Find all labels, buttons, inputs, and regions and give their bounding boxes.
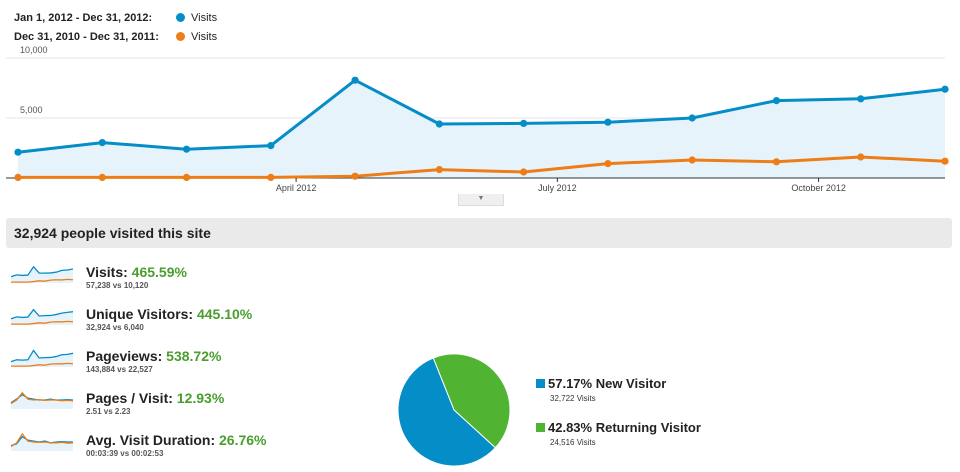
legend-previous-range: Dec 31, 2010 - Dec 31, 2011: xyxy=(14,31,159,43)
metric-name: Pageviews: xyxy=(86,348,167,364)
series-previous-point[interactable] xyxy=(688,156,696,164)
metric-title: Pageviews: 538.72% xyxy=(86,348,221,364)
legend-previous-dot xyxy=(176,32,185,41)
pie-legend-new-percent: 57.17% xyxy=(548,376,593,391)
x-tick-label: October 2012 xyxy=(791,183,846,193)
legend-current-label: Visits xyxy=(191,12,218,24)
sparkline-previous xyxy=(11,320,74,325)
metric-name: Pages / Visit: xyxy=(86,390,177,406)
series-current-point[interactable] xyxy=(857,95,865,103)
series-current-area xyxy=(18,80,945,178)
series-current-point[interactable] xyxy=(435,120,443,128)
series-previous-point[interactable] xyxy=(435,166,443,174)
legend-current: Jan 1, 2012 - Dec 31, 2012: Visits xyxy=(14,12,217,24)
metric-title: Unique Visitors: 445.10% xyxy=(86,306,252,322)
series-previous-point[interactable] xyxy=(267,173,275,181)
metric-title: Pages / Visit: 12.93% xyxy=(86,390,224,406)
metric-sparkline xyxy=(10,432,74,451)
metric-sparkline xyxy=(10,391,74,409)
series-previous-point[interactable] xyxy=(98,173,106,181)
metric-change-value: 26.76% xyxy=(219,432,267,448)
series-previous-point[interactable] xyxy=(857,153,865,161)
pie-legend-returning-visits: 24,516 Visits xyxy=(550,438,596,447)
metric-name: Unique Visitors: xyxy=(86,306,197,322)
x-tick-label: July 2012 xyxy=(538,183,577,193)
pie-legend-new-name: New Visitor xyxy=(595,376,667,391)
series-previous-point[interactable] xyxy=(604,160,612,168)
series-current-point[interactable] xyxy=(520,119,528,127)
sparkline-previous xyxy=(11,278,74,283)
series-current-point[interactable] xyxy=(267,142,275,150)
sparkline-current xyxy=(10,308,74,320)
series-current-point[interactable] xyxy=(941,85,949,93)
series-current-point[interactable] xyxy=(604,118,612,126)
sparkline-area xyxy=(11,350,73,367)
y-tick-label: 10,000 xyxy=(20,45,48,55)
metric-change-value: 465.59% xyxy=(131,264,187,280)
chart-collapse-handle[interactable]: ▼ xyxy=(458,194,504,206)
sparkline-current xyxy=(10,349,74,363)
sparkline-current xyxy=(10,265,74,278)
series-previous-line xyxy=(18,155,946,179)
sparkline-previous xyxy=(10,391,74,405)
series-current-line xyxy=(17,78,946,154)
series-previous-point[interactable] xyxy=(772,158,781,166)
pie-legend-new-swatch xyxy=(536,379,545,388)
series-current-point[interactable] xyxy=(351,76,359,84)
x-tick-label: April 2012 xyxy=(276,183,317,193)
legend-current-range: Jan 1, 2012 - Dec 31, 2012: xyxy=(14,12,153,24)
summary-text: 32,924 people visited this site xyxy=(14,225,211,241)
series-current-point[interactable] xyxy=(772,97,781,105)
series-current-point[interactable] xyxy=(182,145,191,153)
visitor-type-pie[interactable] xyxy=(396,352,512,468)
metric-change-value: 445.10% xyxy=(196,306,253,322)
pie-legend-returning-name: Returning Visitor xyxy=(595,420,701,435)
metric-sparkline xyxy=(10,265,74,283)
pie-legend-returning-percent: 42.83% xyxy=(548,420,593,435)
metric-compare: 2.51 vs 2.23 xyxy=(86,407,131,416)
series-current-point[interactable] xyxy=(14,148,22,156)
metric-compare: 57,238 vs 10,120 xyxy=(86,281,149,290)
visits-line-chart[interactable]: 10,000 5,000 April 2012 July 2012 October 20… xyxy=(0,40,960,196)
legend-previous: Dec 31, 2010 - Dec 31, 2011: Visits xyxy=(14,31,217,43)
pie-slice-new-visitor[interactable] xyxy=(397,357,497,467)
summary-bar: 32,924 people visited this site xyxy=(6,218,952,248)
series-previous-point[interactable] xyxy=(520,168,528,176)
y-tick-label: 5,000 xyxy=(20,105,43,115)
metric-name: Avg. Visit Duration: xyxy=(86,432,220,448)
metric-sparkline xyxy=(10,349,74,367)
metric-change-value: 12.93% xyxy=(176,390,225,406)
pie-legend-returning-swatch xyxy=(536,423,545,432)
series-previous-point[interactable] xyxy=(182,173,191,181)
series-previous-point[interactable] xyxy=(941,157,949,165)
legend-current-dot xyxy=(176,13,185,22)
metric-compare: 32,924 vs 6,040 xyxy=(86,323,144,332)
metric-sparkline xyxy=(10,308,74,325)
series-previous-point[interactable] xyxy=(351,172,359,180)
metric-compare: 00:03:39 vs 00:02:53 xyxy=(86,449,164,458)
metric-title: Avg. Visit Duration: 26.76% xyxy=(86,432,267,448)
legend-previous-label: Visits xyxy=(191,31,218,43)
sparkline-previous xyxy=(10,432,74,448)
sparkline-area xyxy=(11,266,73,283)
series-previous-point[interactable] xyxy=(14,173,22,181)
sparkline-previous xyxy=(11,362,74,367)
pie-legend-new-visits: 32,722 Visits xyxy=(550,394,596,403)
series-current-point[interactable] xyxy=(688,114,696,122)
metric-change-value: 538.72% xyxy=(166,348,222,364)
metric-compare: 143,884 vs 22,527 xyxy=(86,365,153,374)
metric-name: Visits: xyxy=(86,264,132,280)
series-current-point[interactable] xyxy=(98,139,106,147)
metric-title: Visits: 465.59% xyxy=(86,264,187,280)
pie-slice-returning-visitor[interactable] xyxy=(432,353,511,449)
